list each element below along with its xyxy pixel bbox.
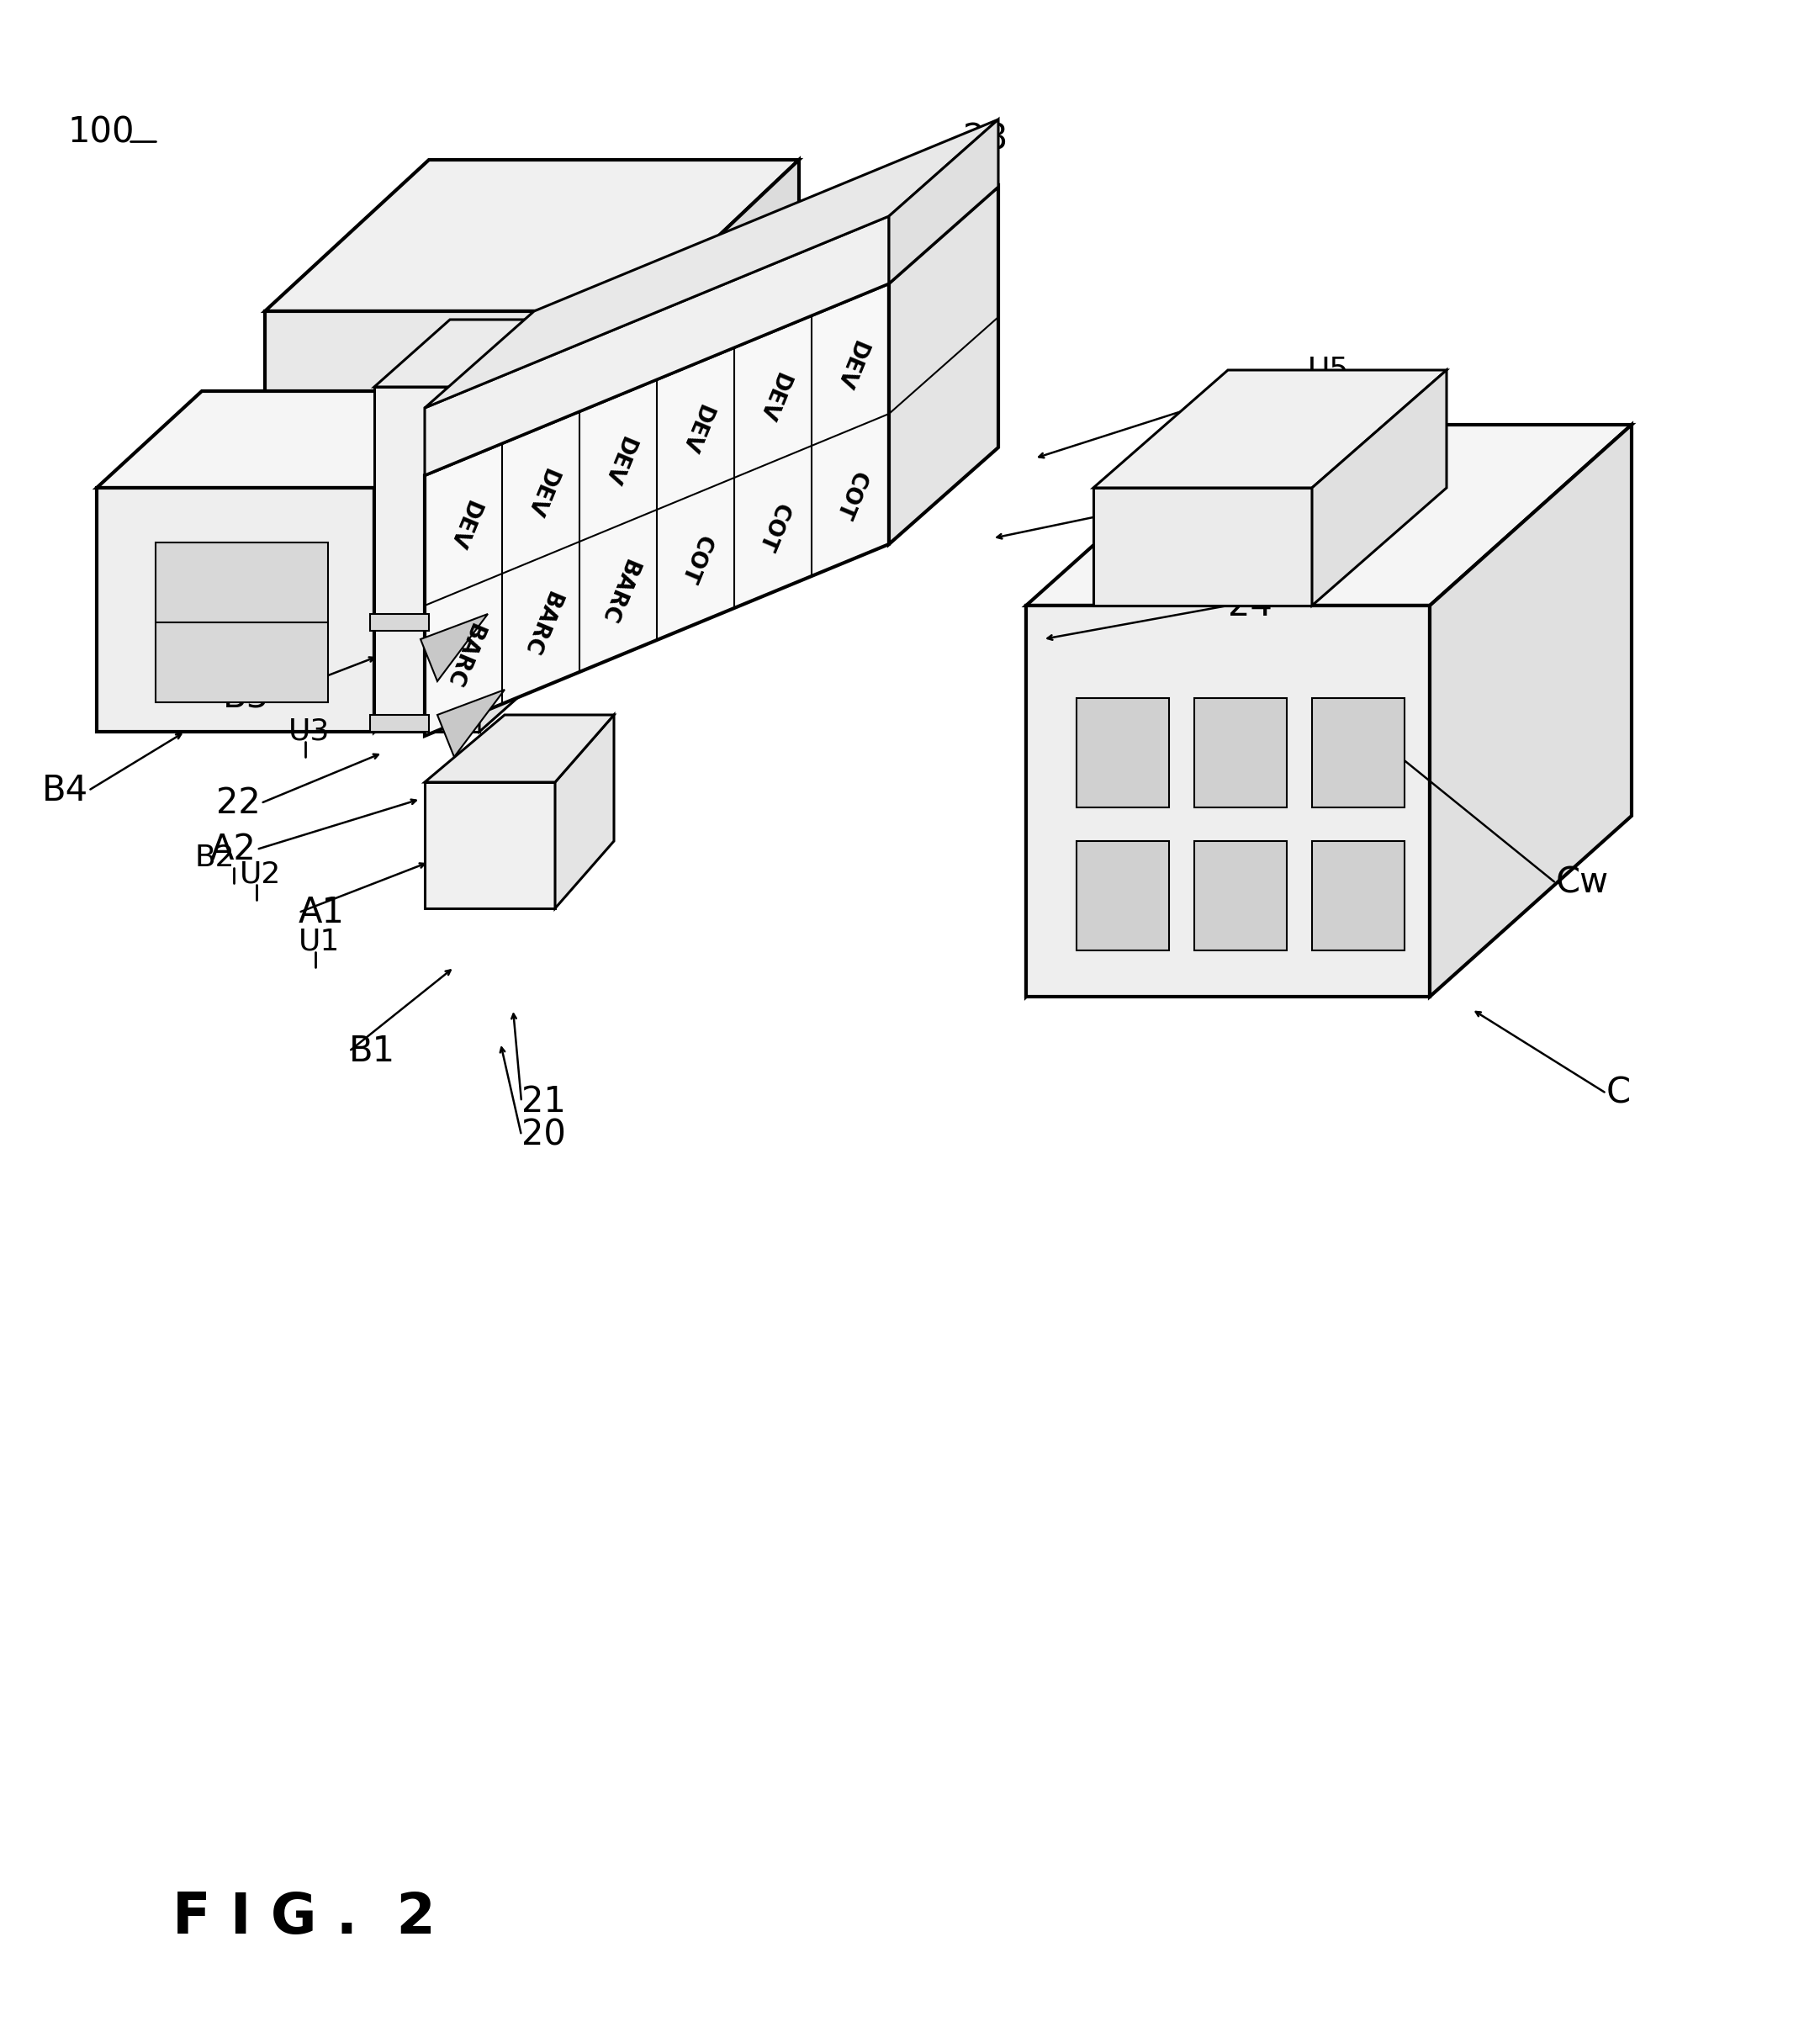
- Text: BARC: BARC: [519, 587, 564, 658]
- Polygon shape: [424, 215, 888, 475]
- Text: COT: COT: [675, 532, 715, 587]
- Polygon shape: [1431, 425, 1631, 996]
- Polygon shape: [555, 715, 613, 908]
- Polygon shape: [375, 319, 555, 386]
- Polygon shape: [1026, 425, 1631, 606]
- Polygon shape: [155, 543, 328, 703]
- Text: C: C: [1607, 1075, 1631, 1112]
- Text: B2: B2: [195, 843, 235, 872]
- Text: COT: COT: [830, 467, 870, 522]
- Text: DEV: DEV: [599, 433, 639, 488]
- Polygon shape: [437, 689, 504, 758]
- Polygon shape: [888, 120, 999, 282]
- Polygon shape: [1312, 841, 1405, 951]
- Polygon shape: [424, 715, 613, 782]
- Text: 28: 28: [963, 122, 1008, 156]
- Text: 26: 26: [1194, 480, 1239, 514]
- Polygon shape: [1094, 370, 1447, 488]
- Polygon shape: [369, 715, 430, 732]
- Polygon shape: [479, 319, 555, 732]
- Text: 25: 25: [1245, 374, 1289, 408]
- Text: B1: B1: [349, 1034, 395, 1069]
- Polygon shape: [424, 282, 888, 736]
- Polygon shape: [96, 488, 375, 732]
- Text: B4: B4: [42, 772, 89, 809]
- Text: U1: U1: [298, 929, 340, 957]
- Polygon shape: [1312, 370, 1447, 606]
- Text: COT: COT: [753, 500, 794, 555]
- Text: U2: U2: [240, 860, 282, 890]
- Text: 24: 24: [1228, 587, 1272, 624]
- Text: U5: U5: [1309, 356, 1350, 384]
- Polygon shape: [639, 161, 799, 471]
- Text: F I G .  2: F I G . 2: [173, 1890, 435, 1945]
- Polygon shape: [369, 614, 430, 630]
- Text: DEV: DEV: [830, 337, 870, 392]
- Text: 22: 22: [217, 786, 260, 821]
- Text: BARC: BARC: [440, 620, 486, 691]
- Polygon shape: [424, 782, 555, 908]
- Polygon shape: [1076, 841, 1168, 951]
- Text: U3: U3: [289, 717, 329, 746]
- Polygon shape: [266, 311, 639, 471]
- Polygon shape: [1194, 841, 1287, 951]
- Polygon shape: [1026, 606, 1431, 996]
- Polygon shape: [266, 161, 799, 311]
- Polygon shape: [424, 120, 999, 408]
- Polygon shape: [375, 386, 479, 732]
- Text: A2: A2: [211, 831, 257, 868]
- Polygon shape: [888, 187, 999, 545]
- Text: 27: 27: [925, 244, 970, 278]
- Polygon shape: [1076, 699, 1168, 807]
- Text: DEV: DEV: [675, 400, 715, 455]
- Polygon shape: [1026, 606, 1431, 996]
- Polygon shape: [375, 390, 479, 732]
- Text: 100: 100: [67, 116, 135, 150]
- Polygon shape: [96, 390, 479, 488]
- Text: 20: 20: [522, 1118, 566, 1152]
- Text: Cw: Cw: [1556, 866, 1609, 900]
- Polygon shape: [1312, 699, 1405, 807]
- Polygon shape: [1094, 488, 1312, 606]
- Text: 21: 21: [522, 1085, 566, 1120]
- Text: DEV: DEV: [444, 496, 482, 553]
- Polygon shape: [1194, 699, 1287, 807]
- Text: A1: A1: [298, 894, 344, 931]
- Text: DEV: DEV: [521, 465, 561, 520]
- Polygon shape: [420, 614, 488, 681]
- Text: U4: U4: [1258, 465, 1299, 494]
- Polygon shape: [424, 187, 999, 475]
- Text: DEV: DEV: [753, 370, 794, 425]
- Text: BARC: BARC: [595, 555, 641, 626]
- Text: B3: B3: [222, 681, 269, 715]
